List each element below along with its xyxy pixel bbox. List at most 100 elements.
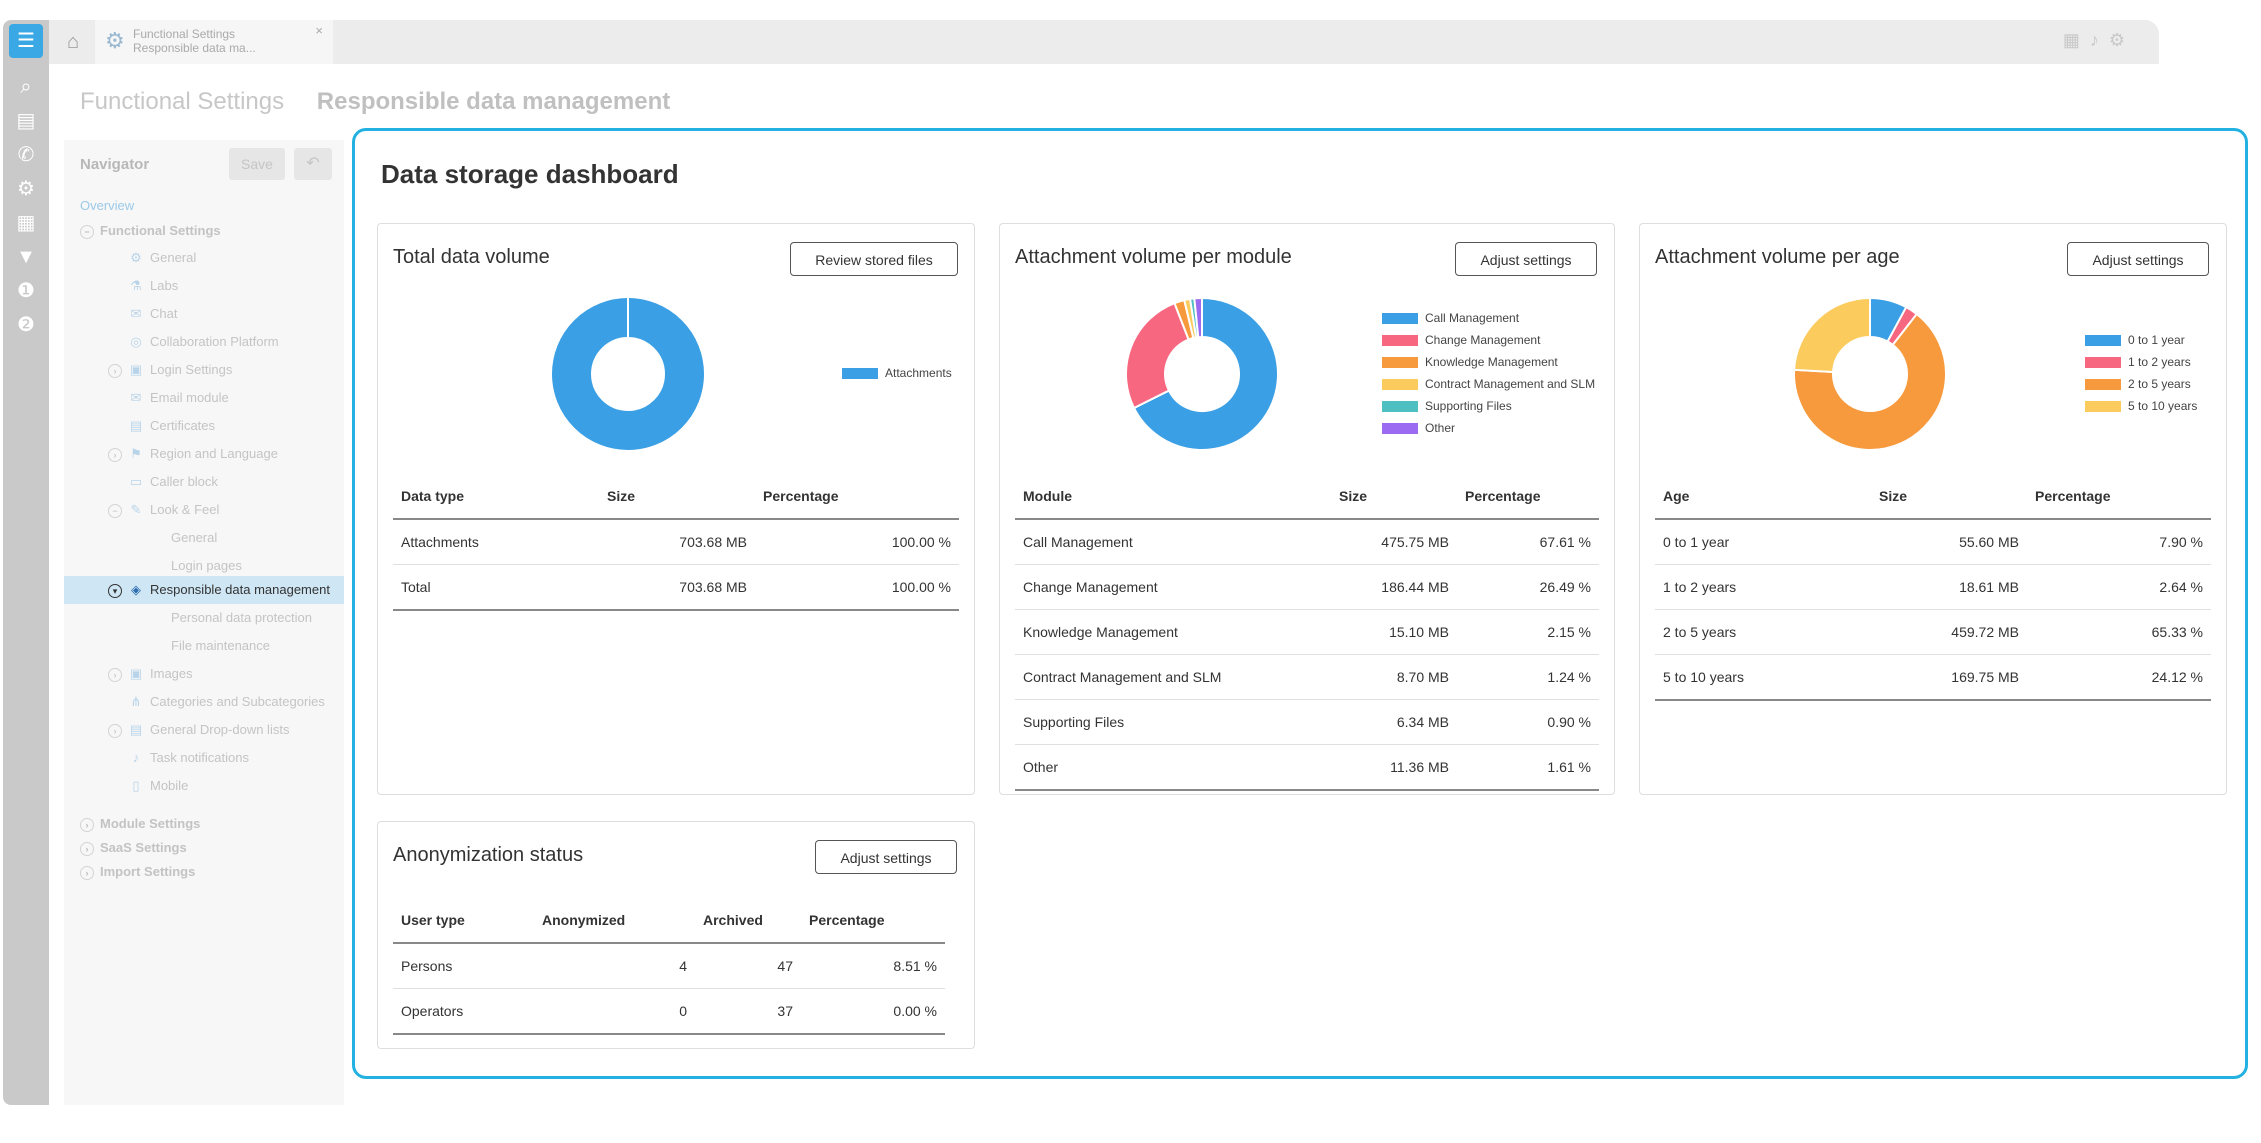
expand-icon[interactable]: › <box>108 668 122 682</box>
expand-icon[interactable]: › <box>108 448 122 462</box>
tree-item-caller-block[interactable]: ▭ Caller block <box>128 472 218 492</box>
badge-one-icon[interactable]: ❶ <box>17 280 35 302</box>
cell: Operators <box>393 988 534 1035</box>
tree-item-general[interactable]: ⚙ General <box>128 248 196 268</box>
apps-grid-icon[interactable]: ▦ <box>16 212 36 234</box>
legend-swatch <box>1382 357 1418 369</box>
cell: 55.60 MB <box>1871 519 2027 565</box>
tree-label: Chat <box>150 306 178 321</box>
cell: Attachments <box>393 519 599 565</box>
table-row: 1 to 2 years 18.61 MB 2.64 % <box>1655 564 2211 610</box>
collapse-icon[interactable]: ▾ <box>108 584 122 598</box>
tab-subtitle: Responsible data ma... <box>133 41 256 55</box>
left-icon-rail: ☰ ⌕ ▤ ✆ ⚙ ▦ ▼ ❶ ❷ <box>3 20 49 1105</box>
tree-item-images[interactable]: › ▣ Images <box>108 664 193 684</box>
tree-item-login-pages[interactable]: Login pages <box>171 558 242 573</box>
breadcrumb-section[interactable]: Functional Settings <box>80 88 285 115</box>
tree-item-look-feel[interactable]: − ✎ Look & Feel <box>108 500 219 520</box>
tree-item-look-general[interactable]: General <box>171 530 218 545</box>
expand-icon[interactable]: › <box>80 866 94 880</box>
tree-item-functional-settings[interactable]: − Functional Settings <box>80 221 221 241</box>
tree-item-file-maintenance[interactable]: File maintenance <box>171 638 270 653</box>
shield-icon: ◈ <box>131 582 141 597</box>
hamburger-menu-icon[interactable]: ☰ <box>9 24 43 58</box>
settings-gears-icon[interactable]: ⚙ <box>17 178 35 200</box>
tree-item-certificates[interactable]: ▤ Certificates <box>128 416 215 436</box>
total-volume-donut-chart <box>552 298 704 450</box>
tree-item-responsible-data-management[interactable]: ▾ ◈ Responsible data management <box>108 580 330 600</box>
undo-button[interactable]: ↶ <box>294 148 332 180</box>
tree-item-personal-data-protection[interactable]: Personal data protection <box>171 610 312 625</box>
tree-item-region-language[interactable]: › ⚑ Region and Language <box>108 444 278 464</box>
collapse-icon[interactable]: − <box>80 225 94 239</box>
save-button[interactable]: Save <box>229 148 285 180</box>
home-icon[interactable]: ⌂ <box>66 31 80 53</box>
expand-icon[interactable]: › <box>80 818 94 832</box>
legend-label: Other <box>1425 421 1456 435</box>
legend-label: Call Management <box>1425 311 1520 325</box>
tree-item-dropdown-lists[interactable]: › ▤ General Drop-down lists <box>108 720 289 740</box>
collaboration-icon: ◎ <box>130 334 142 349</box>
tree-item-saas-settings[interactable]: › SaaS Settings <box>80 838 187 858</box>
anonymization-table: User type Anonymized Archived Percentage… <box>393 898 945 1035</box>
search-icon[interactable]: ⌕ <box>20 76 32 98</box>
tree-label: Mobile <box>150 778 189 793</box>
tree-item-mobile[interactable]: ▯ Mobile <box>128 776 188 796</box>
bell-icon[interactable]: ♪ <box>2089 30 2109 50</box>
table-header-row: Age Size Percentage <box>1655 474 2211 520</box>
tree-item-categories[interactable]: ⋔ Categories and Subcategories <box>128 692 325 712</box>
cell: 8.51 % <box>801 943 945 989</box>
adjust-settings-button[interactable]: Adjust settings <box>1455 242 1597 276</box>
cell: 1.61 % <box>1457 744 1599 791</box>
review-stored-files-button[interactable]: Review stored files <box>790 242 958 276</box>
table-header-row: User type Anonymized Archived Percentage <box>393 898 945 944</box>
filter-icon[interactable]: ▼ <box>16 246 36 268</box>
phone-icon[interactable]: ✆ <box>17 144 35 166</box>
navigator-title: Navigator <box>80 156 150 173</box>
list-icon: ▤ <box>129 722 143 737</box>
tree-label: General Drop-down lists <box>150 722 290 737</box>
cell: 11.36 MB <box>1331 744 1457 791</box>
tree-item-module-settings[interactable]: › Module Settings <box>80 814 200 834</box>
expand-icon[interactable]: › <box>108 364 122 378</box>
cell: 703.68 MB <box>599 519 755 565</box>
tree-item-login-settings[interactable]: › ▣ Login Settings <box>108 360 232 380</box>
tree-item-task-notifications[interactable]: ♪ Task notifications <box>128 748 249 768</box>
legend-swatch <box>1382 401 1418 413</box>
expand-icon[interactable]: › <box>108 724 122 738</box>
tree-item-collaboration-platform[interactable]: ◎ Collaboration Platform <box>128 332 278 352</box>
collapse-icon[interactable]: − <box>108 504 122 518</box>
column-header: Size <box>1331 474 1457 520</box>
legend-swatch <box>2085 401 2121 413</box>
tab-functional-settings[interactable]: ⚙ Functional Settings Responsible data m… <box>95 20 333 64</box>
adjust-settings-button[interactable]: Adjust settings <box>2067 242 2209 276</box>
tree-label: Import Settings <box>100 864 196 879</box>
cell: 18.61 MB <box>1871 564 2027 610</box>
tree-item-chat[interactable]: ✉ Chat <box>128 304 178 324</box>
panel-title: Total data volume <box>393 246 550 268</box>
legend-swatch <box>1382 335 1418 347</box>
user-settings-icon[interactable]: ⚙ <box>2108 30 2135 50</box>
cell: 7.90 % <box>2027 519 2211 565</box>
tree-item-overview[interactable]: Overview <box>80 198 135 213</box>
tree-item-email-module[interactable]: ✉ Email module <box>128 388 229 408</box>
cell: 1 to 2 years <box>1655 564 1871 610</box>
anonymization-status-panel: Anonymization status Adjust settings Use… <box>377 821 975 1049</box>
calendar-icon[interactable]: ▦ <box>2062 30 2090 50</box>
toolbar-icons: ▦♪⚙ <box>2063 30 2135 51</box>
cell: 169.75 MB <box>1871 654 2027 701</box>
legend-item: Call Management <box>1382 307 1595 329</box>
tree-label: Email module <box>150 390 229 405</box>
adjust-settings-button[interactable]: Adjust settings <box>815 840 957 874</box>
expand-icon[interactable]: › <box>80 842 94 856</box>
tree-item-import-settings[interactable]: › Import Settings <box>80 862 195 882</box>
tree-label: Look & Feel <box>150 502 220 517</box>
clipboard-icon[interactable]: ▤ <box>16 110 36 132</box>
cell: Contract Management and SLM <box>1015 654 1331 700</box>
legend-swatch <box>2085 357 2121 369</box>
tree-item-labs[interactable]: ⚗ Labs <box>128 276 178 296</box>
table-row: Knowledge Management 15.10 MB 2.15 % <box>1015 609 1599 655</box>
close-icon[interactable]: × <box>315 23 323 38</box>
cell: 1.24 % <box>1457 654 1599 700</box>
badge-two-icon[interactable]: ❷ <box>17 314 35 336</box>
